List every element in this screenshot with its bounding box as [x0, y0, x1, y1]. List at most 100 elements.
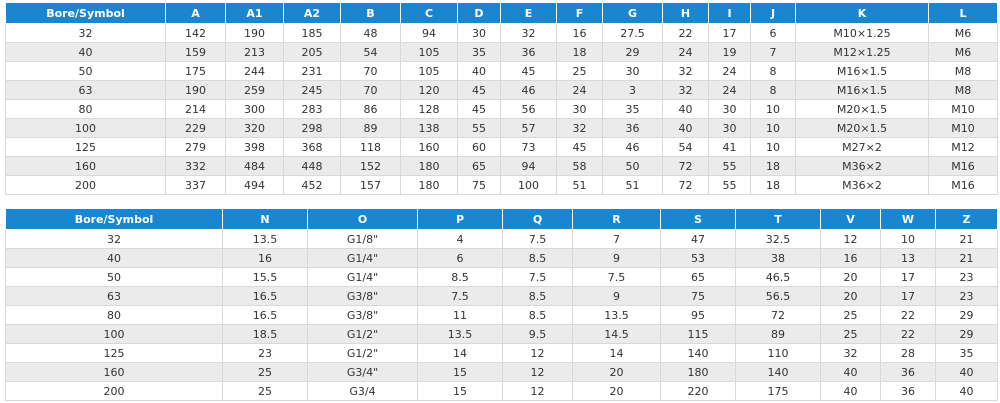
table-cell: 337: [165, 175, 226, 195]
table-cell: 32.5: [735, 229, 821, 249]
table-row: 100 18.5 G1/2" 13.5 9.5 14.5 115 89 25 22 29: [5, 324, 998, 344]
table-cell: 57: [500, 118, 557, 138]
table-cell: 45: [500, 61, 557, 81]
table-cell: 40: [662, 118, 709, 138]
table-cell: 484: [225, 156, 284, 176]
header-cell: W: [880, 208, 936, 230]
table-cell: G1/2": [307, 343, 418, 363]
table-row: 40 16 G1/4" 6 8.5 9 53 38 16 13 21: [5, 248, 998, 268]
table-cell: 200: [5, 175, 166, 195]
header-cell: T: [735, 208, 821, 230]
table-row: 50 15.5 G1/4" 8.5 7.5 7.5 65 46.5 20 17 23: [5, 267, 998, 287]
header-cell: G: [602, 2, 663, 24]
table-cell: 18: [750, 156, 796, 176]
table-cell: 100: [5, 324, 223, 344]
table-cell: 17: [880, 267, 936, 287]
dimension-table: Bore/Symbol N O P Q R S T V W Z 32 13.5 G1/8" 4 7.5 7 47 3…: [5, 208, 998, 401]
table-cell: 36: [880, 362, 936, 382]
table-cell: 138: [400, 118, 458, 138]
table-cell: 7: [572, 229, 661, 249]
table-cell: M36×2: [795, 175, 929, 195]
table-cell: 47: [660, 229, 736, 249]
header-row: Bore/Symbol N O P Q R S T V W Z: [5, 208, 998, 230]
table-row: 32 13.5 G1/8" 4 7.5 7 47 32.5 12 10 21: [5, 229, 998, 249]
table-cell: 46: [602, 137, 663, 157]
table-cell: 89: [340, 118, 401, 138]
table-cell: M12×1.25: [795, 42, 929, 62]
header-cell: K: [795, 2, 929, 24]
table-cell: 54: [340, 42, 401, 62]
table-cell: 29: [935, 324, 998, 344]
table-cell: 73: [500, 137, 557, 157]
table-cell: 32: [662, 61, 709, 81]
table-row: 50 175 244 231 70 105 40 45 25 30 32 24 8 M16×1.5 M8: [5, 61, 998, 81]
table-row: 200 337 494 452 157 180 75 100 51 51 72 55 18 M36×2 M1…: [5, 175, 998, 195]
table-cell: 14: [572, 343, 661, 363]
table-cell: 7.5: [502, 229, 573, 249]
table-cell: 20: [572, 381, 661, 401]
header-cell: R: [572, 208, 661, 230]
table-cell: 30: [708, 118, 751, 138]
table-cell: 94: [400, 23, 458, 43]
table-cell: 159: [165, 42, 226, 62]
table-cell: 14: [417, 343, 503, 363]
table-cell: 51: [602, 175, 663, 195]
table-cell: 53: [660, 248, 736, 268]
table-cell: 125: [5, 137, 166, 157]
table-cell: 128: [400, 99, 458, 119]
table-cell: 125: [5, 343, 223, 363]
table-cell: 18: [750, 175, 796, 195]
table-cell: 86: [340, 99, 401, 119]
table-cell: 48: [340, 23, 401, 43]
table-cell: 63: [5, 80, 166, 100]
table-cell: 63: [5, 286, 223, 306]
table-row: 63 190 259 245 70 120 45 46 24 3 32 24 8 M16×1.5 M8: [5, 80, 998, 100]
header-cell: Bore/Symbol: [5, 2, 166, 24]
table-cell: 40: [935, 381, 998, 401]
table-cell: 80: [5, 305, 223, 325]
table-cell: M20×1.5: [795, 99, 929, 119]
table-cell: 320: [225, 118, 284, 138]
header-cell: D: [457, 2, 501, 24]
table-body: 32 142 190 185 48 94 30 32 16 27.5 22 17 6 M10×1.25 M6…: [5, 23, 998, 195]
table-cell: M16: [928, 175, 998, 195]
table-cell: 180: [400, 175, 458, 195]
table-cell: 20: [820, 286, 881, 306]
table-cell: 32: [662, 80, 709, 100]
table-cell: M10×1.25: [795, 23, 929, 43]
table-cell: 40: [662, 99, 709, 119]
table-cell: 142: [165, 23, 226, 43]
table-cell: 494: [225, 175, 284, 195]
table-row: 100 229 320 298 89 138 55 57 32 36 40 30 10 M20×1.5 M1…: [5, 118, 998, 138]
table-cell: 10: [880, 229, 936, 249]
table-cell: 12: [502, 362, 573, 382]
table-cell: 279: [165, 137, 226, 157]
table-cell: 32: [820, 343, 881, 363]
table-cell: 22: [662, 23, 709, 43]
table-cell: 12: [502, 343, 573, 363]
table-cell: 56.5: [735, 286, 821, 306]
table-cell: M8: [928, 80, 998, 100]
table-cell: 23: [222, 343, 308, 363]
table-cell: M10: [928, 99, 998, 119]
table-cell: 32: [500, 23, 557, 43]
table-cell: 70: [340, 80, 401, 100]
table-cell: M20×1.5: [795, 118, 929, 138]
table-cell: 300: [225, 99, 284, 119]
table-cell: 3: [602, 80, 663, 100]
table-cell: 30: [708, 99, 751, 119]
table-cell: 13.5: [222, 229, 308, 249]
table-cell: 58: [556, 156, 603, 176]
table-cell: 4: [417, 229, 503, 249]
table-cell: 70: [340, 61, 401, 81]
table-cell: M16: [928, 156, 998, 176]
table-cell: 7: [750, 42, 796, 62]
table-row: 125 23 G1/2" 14 12 14 140 110 32 28 35: [5, 343, 998, 363]
table-cell: 398: [225, 137, 284, 157]
table-cell: 40: [5, 42, 166, 62]
table-cell: 105: [400, 61, 458, 81]
table-cell: 213: [225, 42, 284, 62]
table-cell: 10: [750, 99, 796, 119]
table-cell: 244: [225, 61, 284, 81]
header-cell: A1: [225, 2, 284, 24]
